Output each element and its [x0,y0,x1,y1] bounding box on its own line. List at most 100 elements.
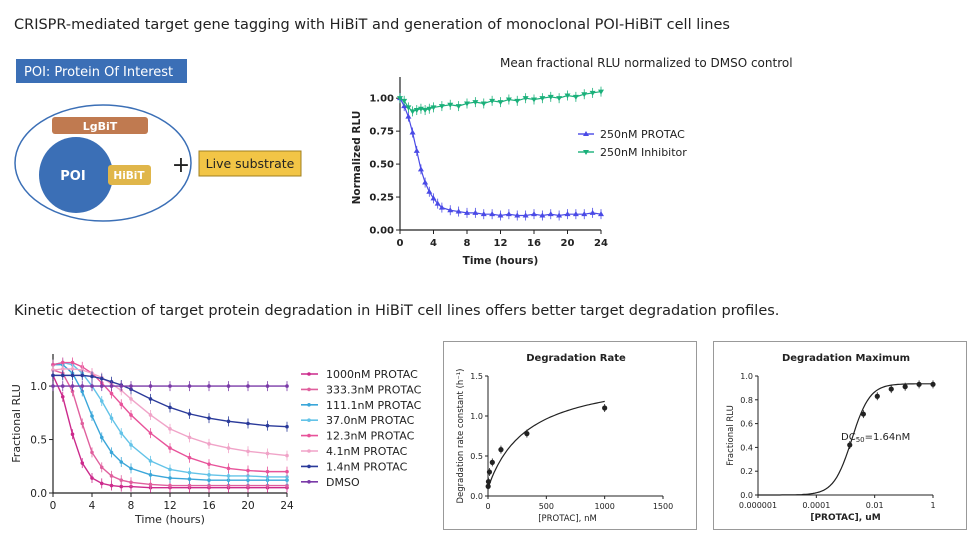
data-point [119,384,124,388]
y-axis-label: Fractional RLU [10,384,23,462]
data-point [129,384,133,388]
data-point [246,474,250,478]
data-point [226,483,231,488]
data-point [522,96,529,102]
dc50-subscript: 50 [856,436,865,444]
x-tick-label: 0 [397,238,404,249]
x-tick-label: 4 [430,238,437,249]
data-point [109,391,114,396]
y-tick-label: 0.0 [30,488,47,500]
substrate-label: Live substrate [206,156,295,171]
data-point [70,432,75,436]
data-point [409,129,416,135]
y-tick-label: 0.2 [740,467,753,476]
data-point [148,473,153,477]
data-point [602,405,608,411]
data-point [168,467,172,472]
data-point [888,386,894,392]
series-1 [397,86,604,117]
data-point [285,475,289,479]
x-tick-label: 0.000001 [739,501,777,510]
data-point [246,483,250,488]
data-point [417,166,424,172]
data-point [547,211,554,217]
data-point [472,100,479,106]
data-point [405,113,412,119]
data-point [524,431,530,437]
data-point [426,106,433,112]
data-point [417,106,424,112]
legend-marker [307,418,311,422]
data-point [505,211,512,217]
y-tick-label: 0.8 [740,396,753,405]
hibit-diagram: POI: Protein Of Interest LgBiT POI HiBiT… [14,59,302,222]
data-point [547,94,554,100]
data-point [168,476,172,480]
x-tick-label: 20 [241,500,254,512]
chart-kinetic: 0 4 8 12 16 20 24 0.0 0.5 1.0 Time (hours) Fraction… [10,354,422,526]
data-point [564,93,571,99]
data-point [70,389,75,394]
data-point [285,483,289,488]
data-point [51,368,55,372]
legend-marker [583,131,589,136]
data-point [464,209,470,215]
data-point [70,360,75,365]
data-point [129,397,133,401]
data-point [572,211,579,217]
data-point [90,476,94,480]
data-point [226,446,231,450]
x-tick-label: 12 [163,500,176,512]
y-tick-label: 0.75 [369,127,394,138]
data-point [285,384,289,388]
x-tick-label: 0 [485,502,490,511]
data-point [265,423,270,428]
lgbit-block [52,117,148,134]
data-point [168,405,172,410]
data-point [581,92,588,98]
data-point [207,442,211,446]
legend-marker [307,433,311,438]
data-point [430,195,437,201]
data-point [109,474,114,478]
data-point [226,419,231,424]
data-point [447,207,454,213]
data-point [207,416,211,420]
data-point [539,96,546,102]
data-point [187,455,192,460]
y-tick-label: 0.0 [740,491,753,500]
series-7 [51,381,289,392]
chart-degradation-maximum: Degradation Maximum 0.000001 0.0001 0.01 1 0.… [713,341,967,530]
dc50-prefix: DC [841,432,856,443]
legend-label: 1.4nM PROTAC [326,460,408,473]
y-tick-label: 0.25 [369,193,394,204]
data-point [129,480,133,485]
y-tick-label: 1.00 [369,94,394,105]
x-axis-label: Time (hours) [463,255,539,267]
data-point [60,367,65,371]
data-point [99,384,104,388]
hibit-block [108,165,151,185]
legend-marker [583,150,589,155]
data-point [409,109,416,115]
substrate-box [198,150,302,177]
data-point [148,397,153,401]
data-point [187,412,192,416]
x-tick-label: 16 [527,238,541,249]
data-point [265,469,270,474]
legend-label: 250nM Inhibitor [600,146,687,159]
data-point [70,367,75,371]
data-point [207,462,211,466]
data-point [187,477,192,481]
data-point [80,384,85,388]
data-point [422,179,429,185]
data-point [265,483,270,488]
series-0 [397,93,604,221]
x-tick-label: 4 [89,500,96,512]
y-tick-label: 0.6 [740,420,753,429]
data-point [405,105,412,111]
x-tick-label: 500 [539,502,554,511]
data-point [489,211,496,217]
data-point [168,446,172,450]
data-point [60,360,65,365]
